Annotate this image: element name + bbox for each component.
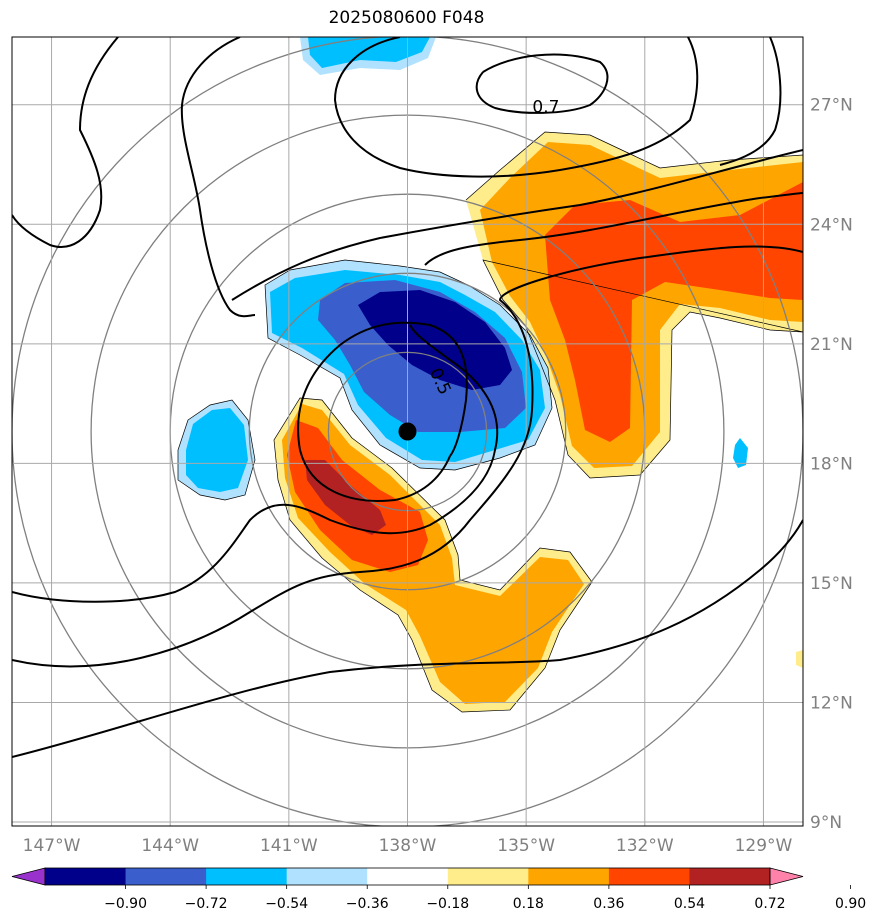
contour-line-south-1 [12,519,803,758]
colorbar-segment [608,868,690,885]
colorbar-label: −0.90 [104,896,147,912]
storm-center-marker [398,422,417,441]
colorbar-label: 0.36 [593,896,624,912]
contour-line-band-2 [424,192,803,266]
contour-line-south-2 [12,245,803,668]
longitude-labels: 147°W 144°W 141°W 138°W 135°W 132°W 129°W [23,836,793,856]
colorbar-segment [367,868,449,885]
contour-line-west [12,37,119,248]
colorbar-label: 0.54 [674,896,705,912]
shade-negative-small-east [733,438,748,468]
contour-line-band [231,149,803,301]
contour-label: 0.7 [532,98,559,118]
map-frame [11,36,804,827]
colorbar-label: 0.90 [835,896,866,912]
colorbar-label: 0.18 [513,896,544,912]
outline-negative-west [177,399,256,501]
colorbar-segment [689,868,771,885]
longitude-label: 144°W [141,836,199,856]
shading-outlines [177,131,803,713]
colorbar-extend-high [769,867,804,886]
shade-negative-west-blue [186,408,248,492]
contour-line-south-3 [12,324,499,603]
latitude-label: 9°N [810,813,842,833]
colorbar-segment [45,868,127,885]
contour-lines [12,37,803,758]
colorbar-extend-low [11,867,46,886]
longitude-label: 135°W [497,836,555,856]
outline-negative-center [264,259,553,471]
colorbar [11,867,804,886]
contour-line-north [180,37,256,318]
contour-line-north-2 [333,37,699,178]
colorbar-labels: −0.90 −0.72 −0.54 −0.36 −0.18 0.18 0.36 0.54 0.7… [104,885,866,912]
map-title: 2025080600 F048 [328,8,485,28]
outline-positive-south [273,397,593,713]
contour-line-mid [297,321,468,502]
shade-positive-small-east [796,650,803,668]
colorbar-label: −0.72 [185,896,228,912]
longitude-label: 147°W [23,836,81,856]
latitude-labels: 9°N 12°N 15°N 18°N 21°N 24°N 27°N [810,96,853,833]
latitude-label: 24°N [810,215,853,235]
shade-positive-south-darkred [305,460,386,535]
colorbar-segment [528,868,610,885]
colorbar-label: −0.36 [346,896,389,912]
colorbar-segment [447,868,529,885]
latitude-label: 21°N [810,335,853,355]
contour-line-07-loop [475,53,609,114]
shade-negative-center-dark [358,290,512,390]
colorbar-frame [44,867,771,886]
shade-negative-north-blue [308,37,430,68]
graticule [12,37,803,826]
latitude-label: 18°N [810,454,853,474]
colorbar-segment [286,868,368,885]
latitude-label: 12°N [810,693,853,713]
latitude-label: 27°N [810,96,853,116]
colorbar-label: −0.18 [426,896,469,912]
colorbar-label: −0.54 [265,896,308,912]
map-area: 0.7 0.5 [12,37,803,826]
longitude-label: 141°W [260,836,318,856]
longitude-label: 138°W [379,836,437,856]
colorbar-segment [206,868,288,885]
longitude-label: 129°W [735,836,793,856]
colorbar-label: 0.72 [754,896,785,912]
negative-shading [178,37,748,500]
contour-line-ne [719,37,782,166]
latitude-label: 15°N [810,574,853,594]
outline-positive-east [465,131,803,479]
longitude-label: 132°W [616,836,674,856]
colorbar-segment [125,868,207,885]
